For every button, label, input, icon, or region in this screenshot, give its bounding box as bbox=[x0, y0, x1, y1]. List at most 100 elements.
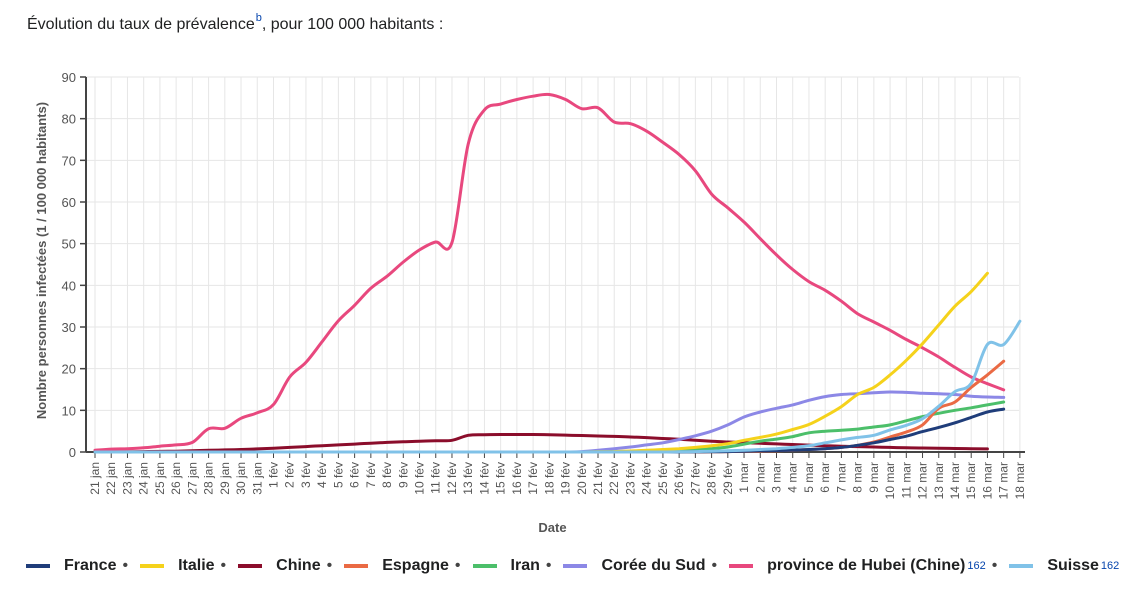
legend-label: Iran bbox=[510, 557, 540, 574]
x-tick-label: 16 fév bbox=[510, 462, 524, 495]
y-tick-label: 90 bbox=[62, 70, 76, 85]
legend-label: Espagne bbox=[382, 557, 449, 574]
x-axis-title: Date bbox=[538, 520, 566, 535]
x-tick-label: 26 fév bbox=[672, 462, 686, 495]
x-tick-label: 3 fév bbox=[299, 462, 313, 488]
caption-note-link[interactable]: b bbox=[255, 12, 262, 24]
x-tick-label: 27 fév bbox=[688, 462, 702, 495]
x-tick-label: 19 fév bbox=[559, 462, 573, 495]
legend-item-chine[interactable]: Chine bbox=[238, 557, 321, 575]
legend-item-coree-du-sud[interactable]: Corée du Sud bbox=[563, 557, 705, 575]
x-tick-label: 10 fév bbox=[413, 462, 427, 495]
legend-item-italie[interactable]: Italie bbox=[140, 557, 215, 575]
legend-swatch bbox=[729, 564, 754, 568]
legend-swatch bbox=[238, 564, 263, 568]
x-tick-label: 14 mar bbox=[948, 462, 962, 499]
y-tick-label: 0 bbox=[69, 445, 76, 460]
legend-swatch bbox=[26, 564, 50, 568]
chart-series bbox=[93, 92, 1022, 454]
x-tick-label: 28 jan bbox=[202, 462, 216, 495]
x-tick-label: 17 fév bbox=[526, 462, 540, 495]
legend-swatch bbox=[472, 564, 497, 568]
legend-swatch bbox=[140, 564, 165, 568]
x-tick-label: 22 jan bbox=[104, 462, 118, 495]
legend-item-espagne[interactable]: Espagne bbox=[344, 557, 449, 575]
x-tick-label: 27 jan bbox=[185, 462, 199, 495]
x-tick-label: 12 fév bbox=[445, 462, 459, 495]
x-tick-label: 4 mar bbox=[786, 462, 800, 493]
legend-separator: • bbox=[545, 557, 552, 574]
x-tick-label: 13 mar bbox=[932, 462, 946, 499]
x-tick-label: 31 jan bbox=[250, 462, 264, 495]
x-tick-label: 9 mar bbox=[867, 462, 881, 493]
x-tick-label: 15 mar bbox=[964, 462, 978, 499]
x-tick-label: 4 fév bbox=[315, 462, 329, 488]
x-tick-label: 15 fév bbox=[494, 462, 508, 495]
legend-separator: • bbox=[220, 557, 227, 574]
x-tick-label: 30 jan bbox=[234, 462, 248, 495]
legend-item-france[interactable]: France bbox=[26, 557, 116, 575]
legend-label: Chine bbox=[276, 557, 321, 574]
x-tick-label: 1 mar bbox=[737, 462, 751, 493]
x-tick-label: 14 fév bbox=[477, 462, 491, 495]
series-line-province-de-hubei-chine[interactable] bbox=[93, 92, 1006, 452]
x-tick-label: 7 mar bbox=[834, 462, 848, 493]
legend-swatch bbox=[563, 564, 588, 568]
legend-separator: • bbox=[454, 557, 461, 574]
x-tick-label: 8 mar bbox=[851, 462, 865, 493]
y-tick-label: 40 bbox=[62, 278, 76, 293]
y-tick-label: 30 bbox=[62, 320, 76, 335]
y-tick-label: 50 bbox=[62, 237, 76, 252]
legend-swatch bbox=[344, 564, 369, 568]
chart-caption: Évolution du taux de prévalenceb, pour 1… bbox=[27, 12, 443, 34]
legend-separator: • bbox=[711, 557, 718, 574]
legend-item-iran[interactable]: Iran bbox=[472, 557, 540, 575]
x-tick-label: 5 fév bbox=[331, 462, 345, 488]
chart-axes bbox=[80, 76, 1025, 458]
legend-reference-link[interactable]: 162 bbox=[967, 560, 986, 572]
legend-reference-link[interactable]: 162 bbox=[1100, 560, 1120, 572]
legend-item-suisse[interactable]: Suisse 162 bbox=[1009, 557, 1119, 575]
legend-label: Italie bbox=[178, 557, 215, 574]
legend-separator: • bbox=[991, 557, 998, 574]
series-line-suisse[interactable] bbox=[93, 319, 1022, 454]
x-tick-label: 18 fév bbox=[542, 462, 556, 495]
x-tick-label: 22 fév bbox=[607, 462, 621, 495]
legend-label: province de Hubei (Chine) bbox=[767, 557, 966, 574]
y-tick-label: 20 bbox=[62, 362, 76, 377]
y-tick-label: 80 bbox=[62, 112, 76, 127]
legend-swatch bbox=[1009, 564, 1034, 568]
x-tick-label: 24 jan bbox=[137, 462, 151, 495]
chart-grid bbox=[86, 76, 1021, 453]
x-tick-label: 12 mar bbox=[916, 462, 930, 499]
x-tick-label: 29 jan bbox=[218, 462, 232, 495]
legend-item-province-de-hubei-chine[interactable]: province de Hubei (Chine) 162 bbox=[729, 557, 986, 575]
x-tick-label: 29 fév bbox=[721, 462, 735, 495]
x-tick-label: 23 fév bbox=[623, 462, 637, 495]
x-tick-label: 6 mar bbox=[818, 462, 832, 493]
x-tick-label: 11 fév bbox=[429, 462, 443, 494]
x-tick-label: 17 mar bbox=[997, 462, 1011, 499]
x-tick-label: 24 fév bbox=[640, 462, 654, 495]
y-tick-label: 10 bbox=[62, 403, 76, 418]
caption-text: Évolution du taux de prévalence bbox=[27, 16, 255, 33]
x-tick-label: 16 mar bbox=[980, 462, 994, 499]
legend-label: Suisse bbox=[1047, 557, 1099, 574]
y-tick-label: 60 bbox=[62, 195, 76, 210]
x-tick-label: 21 jan bbox=[88, 462, 102, 495]
chart-legend: France • Italie • Chine • Espagne • Iran • Corée d… bbox=[26, 553, 1119, 579]
legend-label: Corée du Sud bbox=[601, 557, 706, 574]
legend-separator: • bbox=[326, 557, 333, 574]
x-tick-label: 9 fév bbox=[396, 462, 410, 488]
caption-suffix: , pour 100 000 habitants : bbox=[261, 16, 444, 33]
x-tick-label: 8 fév bbox=[380, 462, 394, 488]
x-tick-label: 2 fév bbox=[283, 462, 297, 488]
x-tick-label: 7 fév bbox=[364, 462, 378, 488]
x-tick-label: 3 mar bbox=[769, 462, 783, 493]
x-tick-label: 13 fév bbox=[461, 462, 475, 495]
x-tick-label: 11 mar bbox=[899, 462, 913, 498]
x-tick-label: 25 jan bbox=[153, 462, 167, 495]
x-tick-label: 2 mar bbox=[753, 462, 767, 493]
legend-separator: • bbox=[122, 557, 129, 574]
